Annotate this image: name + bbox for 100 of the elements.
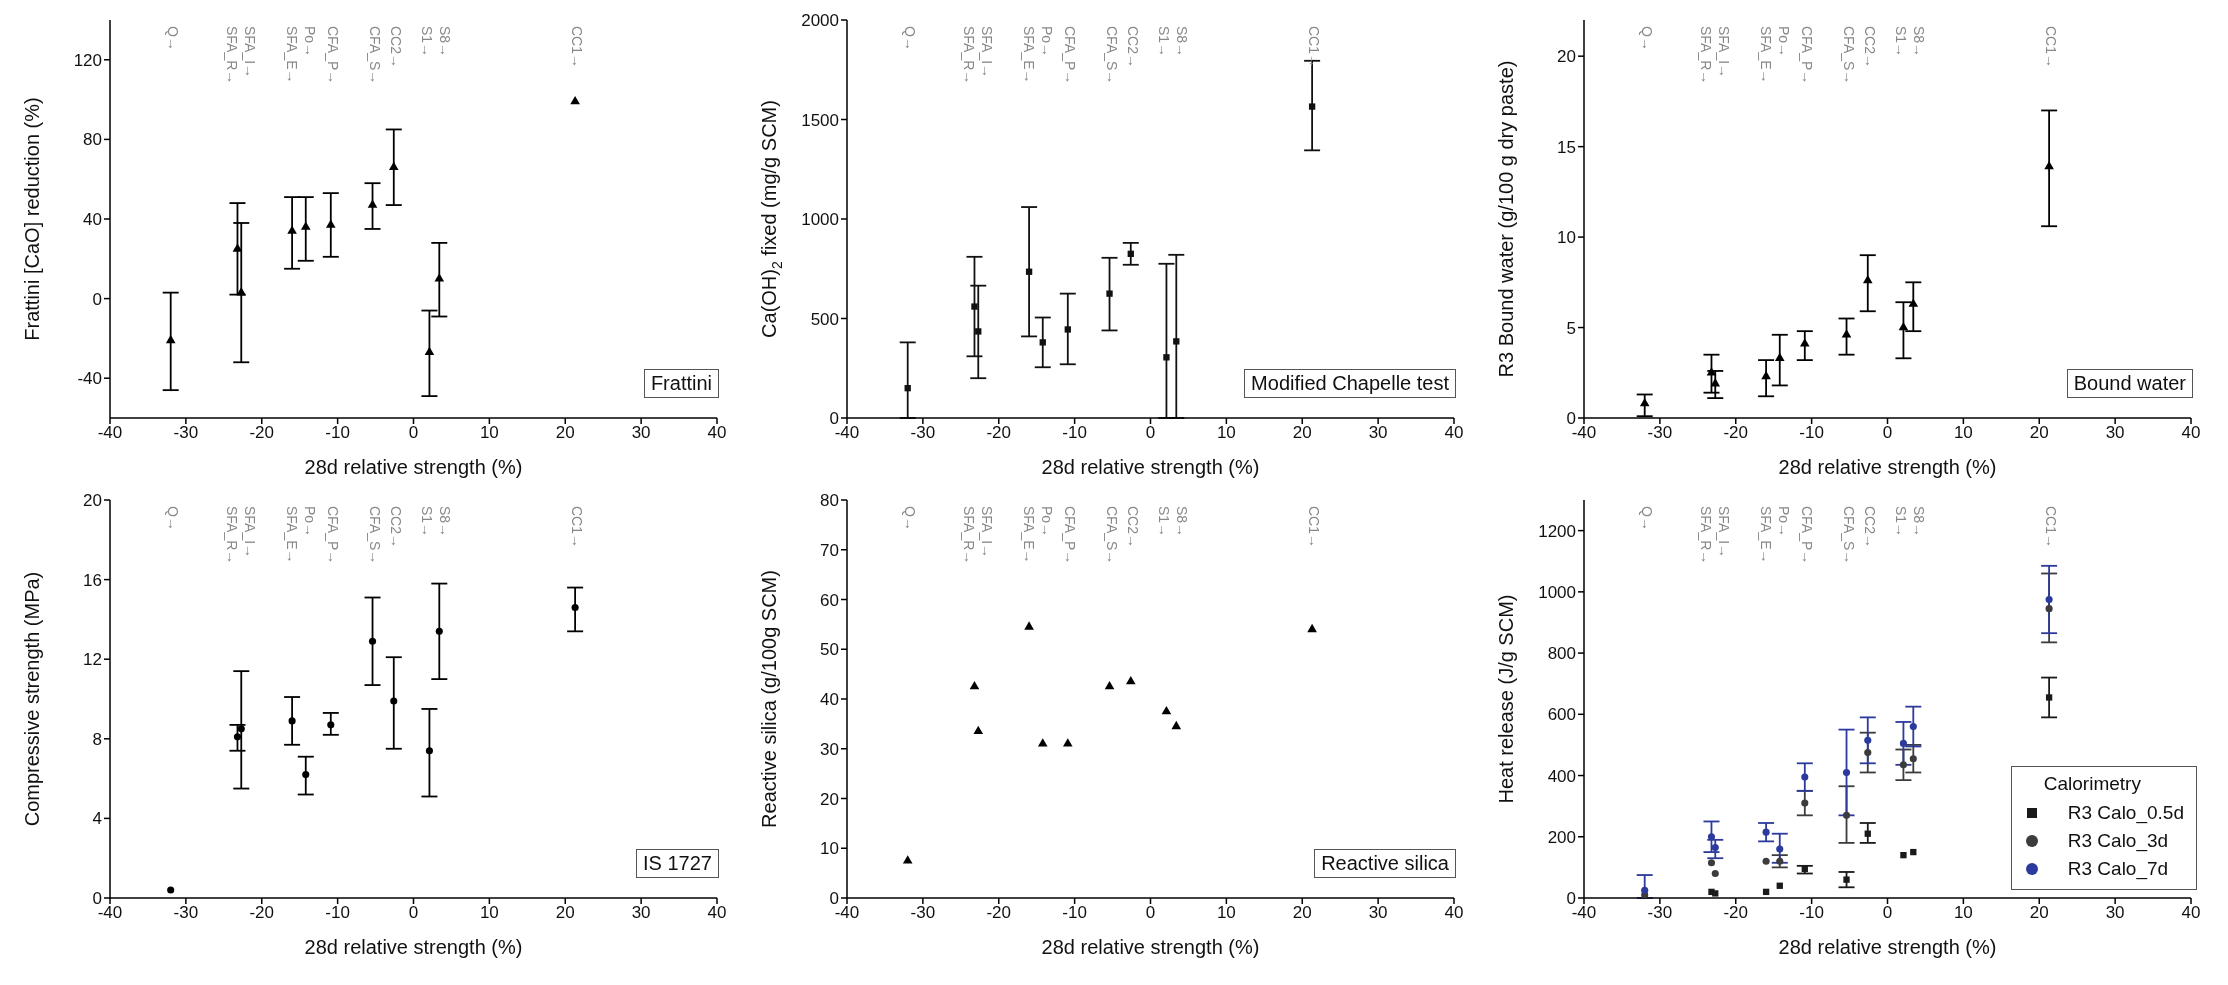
point <box>1163 354 1170 361</box>
point <box>1639 397 1650 407</box>
annotation: CFA_S→ <box>366 506 383 565</box>
legend-title: Calorimetry <box>2042 773 2142 795</box>
x-tick-label: -30 <box>173 423 199 443</box>
x-tick-label: 10 <box>479 423 499 443</box>
point <box>1039 339 1046 346</box>
x-tick-label: 20 <box>2029 423 2049 443</box>
x-tick-label: 10 <box>479 903 499 923</box>
x-tick-label: 40 <box>2181 423 2201 443</box>
annotation: CFA_P→ <box>1798 26 1815 85</box>
annotation: Q→ <box>1638 26 1655 51</box>
point <box>1062 738 1073 747</box>
y-tick-label: 1000 <box>1538 582 1576 602</box>
annotation: CC1→ <box>2043 26 2060 69</box>
x-tick-label: 20 <box>2029 903 2049 923</box>
x-tick-label: -20 <box>1723 423 1749 443</box>
point <box>425 747 433 755</box>
x-tick-label: -20 <box>986 903 1012 923</box>
point <box>1841 329 1852 338</box>
y-tick-label: 20 <box>820 789 839 809</box>
y-tick-label: 60 <box>820 590 839 610</box>
y-tick-label: 40 <box>83 210 102 230</box>
point <box>325 219 336 228</box>
y-tick-label: -40 <box>77 369 102 389</box>
annotation: Po→ <box>301 506 318 538</box>
x-tick-label: -20 <box>249 903 275 923</box>
x-tick-label: -30 <box>910 423 936 443</box>
annotation: CC1→ <box>569 506 586 549</box>
y-tick-label: 800 <box>1547 644 1576 664</box>
point <box>1898 322 1909 331</box>
annotation: CC2→ <box>387 506 404 549</box>
annotation: CC1→ <box>1306 26 1323 69</box>
annotation: Po→ <box>1038 506 1055 538</box>
point <box>975 328 982 335</box>
annotation: Q→ <box>1638 506 1655 531</box>
x-tick-label: 40 <box>707 903 727 923</box>
point <box>1910 848 1917 856</box>
y-tick-label: 40 <box>820 690 839 710</box>
annotation: SFA_E→ <box>1020 506 1037 564</box>
y-axis-title: Frattini [CaO] reduction (%) <box>21 97 43 341</box>
annotation: S8→ <box>1174 506 1191 538</box>
y-tick-label: 120 <box>73 50 102 70</box>
annotation: Q→ <box>901 26 918 51</box>
annotation: SFA_R→ <box>1698 506 1715 565</box>
point <box>1707 859 1716 867</box>
annotation: CFA_P→ <box>1798 506 1815 565</box>
annotation: Reactive silica <box>1314 849 1456 878</box>
annotation: Po→ <box>1775 26 1792 58</box>
y-tick-label: 30 <box>820 739 839 759</box>
point <box>1711 843 1719 852</box>
point <box>973 725 984 735</box>
legend-label: R3 Calo_7d <box>2067 857 2169 882</box>
annotation: CC2→ <box>387 26 404 69</box>
x-tick-label: 30 <box>2105 423 2125 443</box>
y-tick-label: 12 <box>83 650 102 670</box>
x-tick-label: -30 <box>173 903 199 923</box>
point <box>902 855 913 864</box>
point <box>904 384 911 392</box>
y-tick-label: 8 <box>92 729 102 749</box>
point <box>1909 755 1917 763</box>
x-tick-label: -20 <box>986 423 1012 443</box>
point <box>367 199 378 208</box>
annotation: Po→ <box>1038 26 1055 58</box>
point <box>1127 250 1134 257</box>
annotation: Q→ <box>164 506 181 531</box>
y-axis-title: Heat release (J/g SCM) <box>1495 594 1517 804</box>
x-axis-title: 28d relative strength (%) <box>1041 936 1260 958</box>
y-tick-label: 600 <box>1547 705 1576 725</box>
x-tick-label: 0 <box>408 423 419 443</box>
annotation: S1→ <box>1156 26 1173 58</box>
point <box>300 221 311 230</box>
y-tick-label: 0 <box>1566 409 1576 429</box>
point <box>424 346 435 356</box>
x-tick-label: 10 <box>1216 903 1236 923</box>
point <box>1801 773 1809 781</box>
point <box>1706 367 1717 376</box>
x-axis-title: 28d relative strength (%) <box>1778 936 1997 958</box>
point <box>1025 268 1033 275</box>
annotation: CC2→ <box>1124 506 1141 549</box>
annotation: SFA_R→ <box>961 26 978 85</box>
point <box>1864 830 1871 837</box>
annotation: S8→ <box>437 506 454 538</box>
point <box>232 243 243 252</box>
point <box>287 225 297 234</box>
point <box>236 287 247 296</box>
annotation: SFA_E→ <box>283 506 300 564</box>
y-tick-label: 80 <box>820 491 839 511</box>
annotation: CC1→ <box>2043 506 2060 549</box>
point <box>1761 370 1771 380</box>
x-tick-label: 30 <box>631 423 651 443</box>
y-tick-label: 0 <box>829 409 839 429</box>
point <box>1900 851 1907 859</box>
x-tick-label: 40 <box>1444 423 1464 443</box>
annotation: CFA_P→ <box>1061 506 1078 565</box>
x-tick-label: 30 <box>1368 903 1388 923</box>
point <box>1125 676 1136 685</box>
point <box>1762 888 1770 896</box>
point <box>1037 738 1048 747</box>
y-tick-label: 10 <box>1557 228 1576 248</box>
